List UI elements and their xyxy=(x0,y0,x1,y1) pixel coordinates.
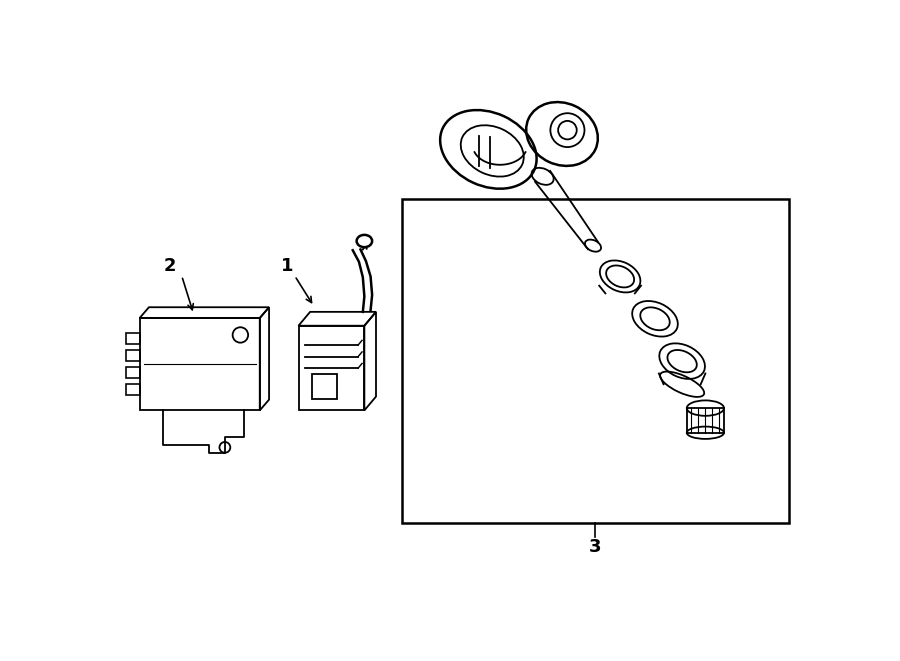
Text: 3: 3 xyxy=(590,539,601,557)
Bar xyxy=(401,200,789,523)
Text: 2: 2 xyxy=(164,256,176,275)
Bar xyxy=(126,333,140,344)
Bar xyxy=(687,408,724,433)
Bar xyxy=(126,368,140,378)
Bar xyxy=(126,350,140,361)
Text: 1: 1 xyxy=(281,256,293,275)
Bar xyxy=(299,326,364,410)
Bar xyxy=(312,374,338,399)
Bar xyxy=(126,384,140,395)
